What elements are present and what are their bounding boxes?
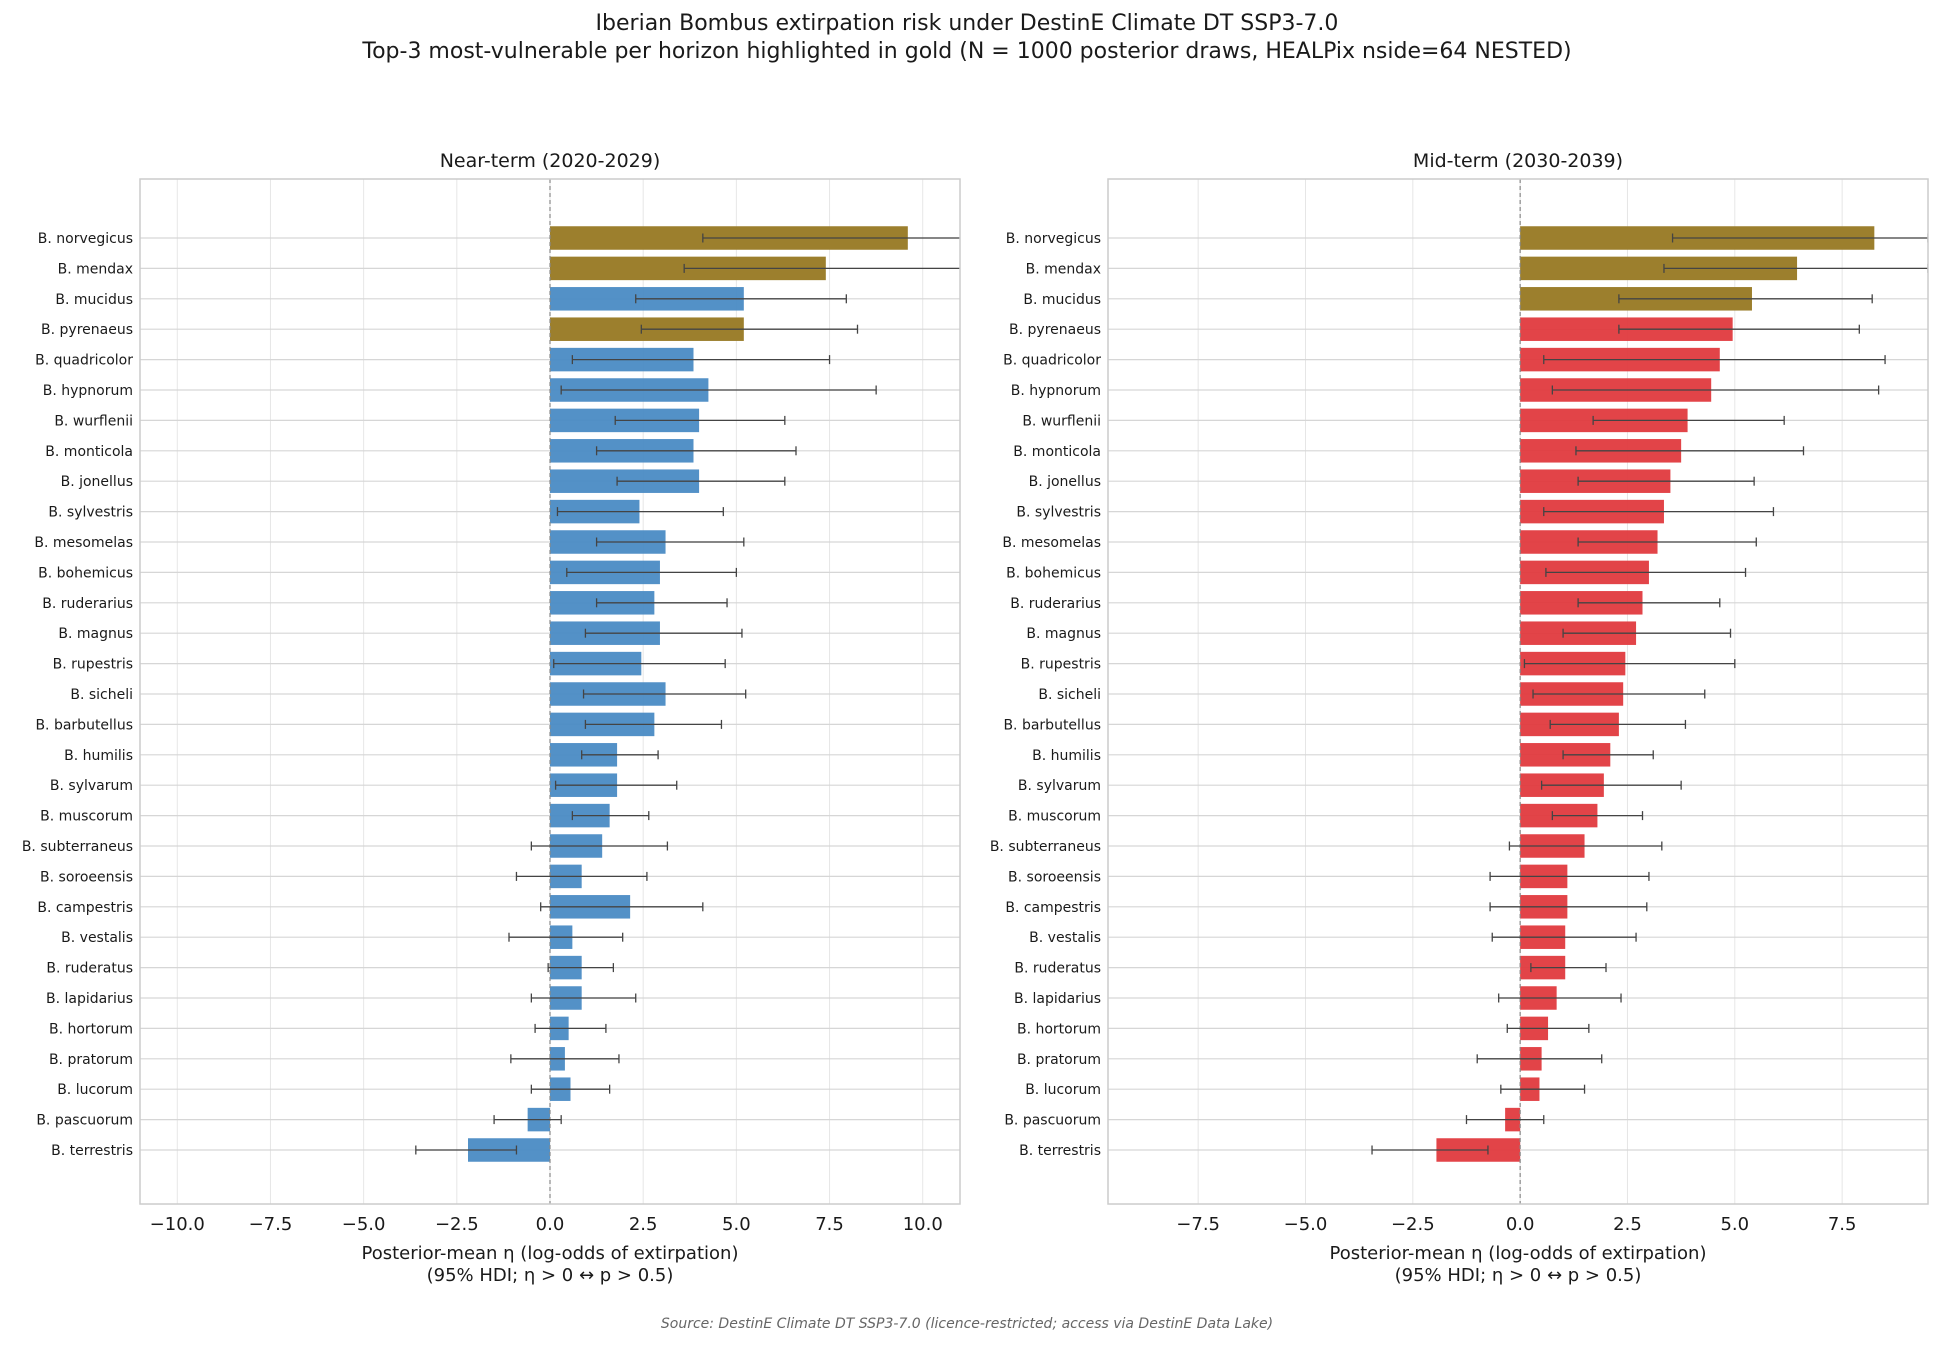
category-label: B. mendax xyxy=(58,261,133,277)
category-label: B. terrestris xyxy=(51,1143,133,1159)
category-label: B. sylvarum xyxy=(50,778,133,794)
x-tick-label: −2.5 xyxy=(1391,1214,1435,1235)
category-label: B. barbutellus xyxy=(35,717,133,733)
category-label: B. pyrenaeus xyxy=(1009,322,1101,338)
x-tick-label: −5.0 xyxy=(342,1214,386,1235)
source-note: Source: DestinE Climate DT SSP3-7.0 (lic… xyxy=(660,1316,1274,1332)
errorbars-near-term xyxy=(415,233,960,1155)
x-axis-label: Posterior-mean η (log-odds of extirpatio… xyxy=(1330,1243,1707,1264)
x-tick-label: 2.5 xyxy=(1613,1214,1642,1235)
panel-title: Near-term (2020-2029) xyxy=(440,150,661,172)
figure-title-line2: Top-3 most-vulnerable per horizon highli… xyxy=(362,39,1572,64)
category-label: B. hortorum xyxy=(49,1021,133,1037)
x-tick-label: 0.0 xyxy=(536,1214,565,1235)
category-label: B. monticola xyxy=(1013,444,1101,460)
category-label: B. quadricolor xyxy=(1003,353,1101,369)
category-label: B. barbutellus xyxy=(1003,717,1101,733)
category-label: B. pascuorum xyxy=(1004,1113,1101,1129)
category-label: B. rupestris xyxy=(53,657,133,673)
category-label: B. monticola xyxy=(45,444,133,460)
category-label: B. jonellus xyxy=(1029,474,1101,490)
category-label: B. wurflenii xyxy=(1022,413,1101,429)
category-label: B. vestalis xyxy=(61,930,133,946)
x-tick-label: 2.5 xyxy=(629,1214,658,1235)
x-tick-label: −10.0 xyxy=(150,1214,205,1235)
category-label: B. muscorum xyxy=(1008,809,1101,825)
category-label: B. campestris xyxy=(37,900,133,916)
panel-title: Mid-term (2030-2039) xyxy=(1413,150,1623,172)
x-tick-label: −2.5 xyxy=(435,1214,479,1235)
category-label: B. humilis xyxy=(64,748,133,764)
category-label: B. ruderarius xyxy=(1010,596,1101,612)
category-label: B. magnus xyxy=(58,626,133,642)
x-axis-label-sub: (95% HDI; η > 0 ↔ p > 0.5) xyxy=(427,1265,674,1286)
category-label: B. ruderatus xyxy=(46,961,133,977)
category-label: B. lucorum xyxy=(57,1082,133,1098)
category-label: B. jonellus xyxy=(61,474,133,490)
category-label: B. rupestris xyxy=(1021,657,1101,673)
x-tick-label: 5.0 xyxy=(722,1214,751,1235)
x-axis-label: Posterior-mean η (log-odds of extirpatio… xyxy=(362,1243,739,1264)
bar-b-mendax xyxy=(1520,256,1798,281)
x-tick-label: −5.0 xyxy=(1284,1214,1328,1235)
category-label: B. lucorum xyxy=(1025,1082,1101,1098)
x-tick-label: 5.0 xyxy=(1720,1214,1749,1235)
category-label: B. mendax xyxy=(1026,261,1101,277)
panel-mid-term: B. norvegicus B. mendax B. mucidus B. pyren… xyxy=(990,150,1929,1286)
category-label: B. magnus xyxy=(1026,626,1101,642)
category-label: B. sylvestris xyxy=(1016,505,1101,521)
x-tick-label: −7.5 xyxy=(1176,1214,1220,1235)
x-tick-label: 7.5 xyxy=(815,1214,844,1235)
category-label: B. hypnorum xyxy=(1011,383,1101,399)
category-label: B. pratorum xyxy=(1017,1052,1101,1068)
category-label: B. norvegicus xyxy=(38,231,133,247)
panel-near-term: B. norvegicus B. mendax B. mucidus B. pyren… xyxy=(22,150,961,1286)
category-label: B. bohemicus xyxy=(1006,565,1101,581)
category-label: B. campestris xyxy=(1005,900,1101,916)
category-label: B. pyrenaeus xyxy=(41,322,133,338)
axes-frame xyxy=(1107,178,1929,1205)
category-label: B. hortorum xyxy=(1017,1021,1101,1037)
x-tick-label: −7.5 xyxy=(249,1214,293,1235)
category-label: B. mucidus xyxy=(1023,292,1101,308)
category-label: B. hypnorum xyxy=(43,383,133,399)
x-tick-label: 10.0 xyxy=(903,1214,943,1235)
category-label: B. sicheli xyxy=(1038,687,1101,703)
category-label: B. sicheli xyxy=(70,687,133,703)
figure-title-line1: Iberian Bombus extirpation risk under De… xyxy=(595,11,1339,36)
x-axis-label-sub: (95% HDI; η > 0 ↔ p > 0.5) xyxy=(1395,1265,1642,1286)
category-label: B. subterraneus xyxy=(990,839,1101,855)
errorbars-mid-term xyxy=(1371,233,1928,1155)
category-label: B. pascuorum xyxy=(36,1113,133,1129)
category-label: B. humilis xyxy=(1032,748,1101,764)
category-label: B. norvegicus xyxy=(1006,231,1101,247)
category-label: B. subterraneus xyxy=(22,839,133,855)
category-label: B. mesomelas xyxy=(34,535,133,551)
category-label: B. mesomelas xyxy=(1002,535,1101,551)
x-tick-label: 7.5 xyxy=(1828,1214,1857,1235)
category-label: B. quadricolor xyxy=(35,353,133,369)
category-label: B. vestalis xyxy=(1029,930,1101,946)
category-label: B. ruderarius xyxy=(42,596,133,612)
x-tick-label: 0.0 xyxy=(1506,1214,1535,1235)
category-label: B. sylvestris xyxy=(48,505,133,521)
category-label: B. lapidarius xyxy=(46,991,133,1007)
category-label: B. soroeensis xyxy=(40,869,133,885)
category-label: B. wurflenii xyxy=(54,413,133,429)
category-label: B. pratorum xyxy=(49,1052,133,1068)
category-label: B. lapidarius xyxy=(1014,991,1101,1007)
category-label: B. ruderatus xyxy=(1014,961,1101,977)
category-label: B. bohemicus xyxy=(38,565,133,581)
category-label: B. soroeensis xyxy=(1008,869,1101,885)
category-label: B. sylvarum xyxy=(1018,778,1101,794)
axes-frame xyxy=(139,178,961,1205)
category-label: B. terrestris xyxy=(1019,1143,1101,1159)
category-label: B. muscorum xyxy=(40,809,133,825)
category-label: B. mucidus xyxy=(55,292,133,308)
